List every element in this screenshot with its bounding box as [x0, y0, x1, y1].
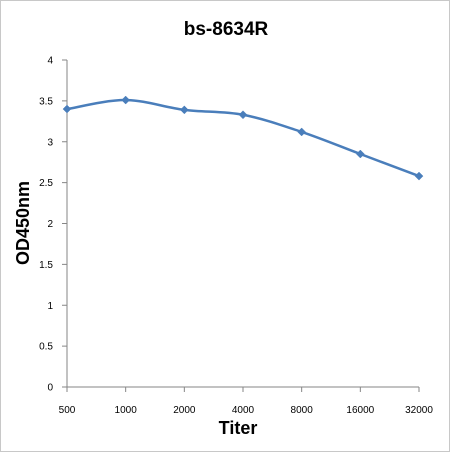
- y-tick-label: 1: [47, 301, 53, 312]
- data-point-marker: [297, 127, 307, 137]
- y-tick-label: 3.5: [39, 96, 53, 107]
- x-tick-label: 4000: [232, 405, 255, 416]
- y-tick-label: 2: [47, 219, 53, 230]
- y-tick-label: 3: [47, 137, 53, 148]
- y-tick-label: 0: [47, 383, 53, 394]
- x-tick-label: 1000: [115, 405, 138, 416]
- x-axis-title: Titer: [219, 418, 258, 438]
- data-point-marker: [121, 95, 131, 105]
- y-axis-ticks: 0 0.5 1 1.5 2 2.5 3 3.5 4: [39, 56, 67, 394]
- chart-title: bs-8634R: [184, 19, 269, 40]
- axes: [66, 60, 419, 388]
- y-tick-label: 1.5: [39, 260, 53, 271]
- series-layer: [62, 95, 424, 181]
- x-axis-ticks: 500 1000 2000 4000 8000 16000 32000: [59, 387, 433, 416]
- y-tick-label: 4: [47, 56, 53, 67]
- data-point-marker: [62, 104, 72, 114]
- x-tick-label: 500: [59, 405, 76, 416]
- y-axis-title: OD450nm: [13, 181, 33, 265]
- x-tick-label: 32000: [405, 405, 433, 416]
- data-point-marker: [179, 105, 189, 115]
- data-point-marker: [355, 149, 365, 159]
- data-point-marker: [238, 110, 248, 120]
- y-tick-label: 2.5: [39, 178, 53, 189]
- y-tick-label: 0.5: [39, 342, 53, 353]
- x-tick-label: 2000: [173, 405, 196, 416]
- x-tick-label: 16000: [346, 405, 374, 416]
- x-tick-label: 8000: [291, 405, 314, 416]
- data-point-marker: [414, 171, 424, 181]
